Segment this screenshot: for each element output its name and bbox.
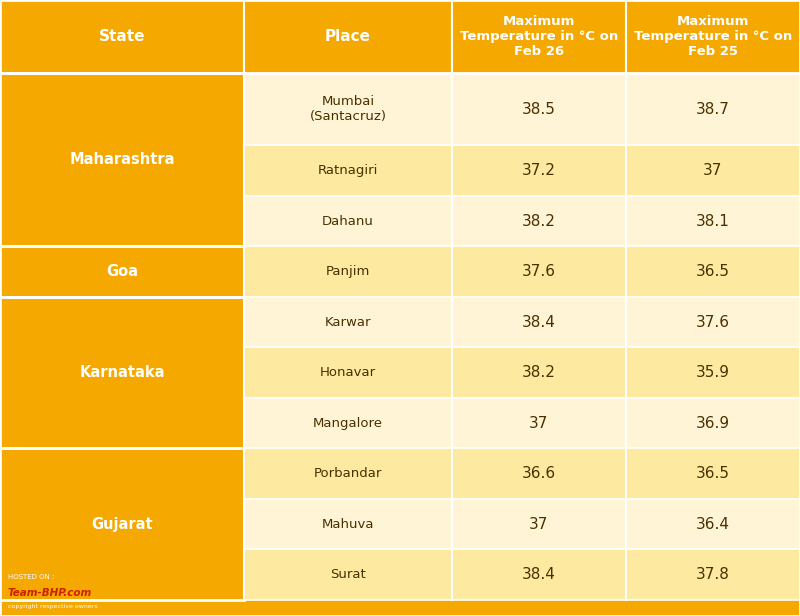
Bar (244, 246, 452, 297)
Text: 38.2: 38.2 (522, 365, 556, 380)
Text: Dahanu: Dahanu (322, 214, 374, 228)
Bar (0, 297, 244, 448)
Bar (244, 196, 452, 246)
Bar (626, 297, 800, 347)
Text: 38.1: 38.1 (696, 214, 730, 229)
Bar (244, 448, 452, 499)
Bar (452, 347, 626, 398)
Text: Panjim: Panjim (326, 265, 370, 278)
Text: Mangalore: Mangalore (313, 416, 383, 430)
Bar (626, 499, 800, 549)
Bar (452, 398, 626, 448)
Bar (452, 448, 626, 499)
Bar (244, 145, 452, 196)
Text: 35.9: 35.9 (696, 365, 730, 380)
Text: 37.6: 37.6 (522, 264, 556, 279)
Text: 36.5: 36.5 (696, 466, 730, 481)
Text: Karwar: Karwar (325, 315, 371, 329)
Text: 38.4: 38.4 (522, 315, 556, 330)
Bar (626, 347, 800, 398)
Bar (244, 347, 452, 398)
Text: 37.2: 37.2 (522, 163, 556, 178)
Text: 36.5: 36.5 (696, 264, 730, 279)
Text: Goa: Goa (106, 264, 138, 279)
Bar (244, 297, 452, 347)
Bar (452, 196, 626, 246)
Text: 38.5: 38.5 (522, 102, 556, 116)
Text: Maximum
Temperature in °C on
Feb 25: Maximum Temperature in °C on Feb 25 (634, 15, 792, 58)
Bar (626, 398, 800, 448)
Text: Surat: Surat (330, 568, 366, 582)
Text: 36.9: 36.9 (696, 416, 730, 431)
Text: 38.7: 38.7 (696, 102, 730, 116)
Text: Maximum
Temperature in °C on
Feb 26: Maximum Temperature in °C on Feb 26 (460, 15, 618, 58)
Text: Gujarat: Gujarat (91, 517, 153, 532)
Text: 38.4: 38.4 (522, 567, 556, 582)
Text: 37.6: 37.6 (696, 315, 730, 330)
Text: Maharashtra: Maharashtra (70, 152, 174, 167)
Text: Mumbai
(Santacruz): Mumbai (Santacruz) (310, 95, 386, 123)
Text: Ratnagiri: Ratnagiri (318, 164, 378, 177)
Bar (452, 73, 626, 145)
Bar (452, 246, 626, 297)
Text: Karnataka: Karnataka (79, 365, 165, 380)
Bar (626, 145, 800, 196)
Text: 37: 37 (529, 416, 549, 431)
Text: 38.2: 38.2 (522, 214, 556, 229)
Bar (244, 398, 452, 448)
Text: HOSTED ON :: HOSTED ON : (8, 574, 54, 580)
Bar (626, 73, 800, 145)
Bar (244, 549, 452, 600)
Bar (0, 73, 244, 246)
Bar (452, 297, 626, 347)
Text: 37: 37 (703, 163, 722, 178)
Text: 36.6: 36.6 (522, 466, 556, 481)
Text: State: State (98, 29, 146, 44)
Text: copyright respective owners: copyright respective owners (8, 604, 98, 609)
Bar (626, 246, 800, 297)
Text: Honavar: Honavar (320, 366, 376, 379)
Bar (452, 145, 626, 196)
Text: 37: 37 (529, 517, 549, 532)
Bar (0, 0, 800, 73)
Bar (244, 499, 452, 549)
Bar (452, 549, 626, 600)
Bar (0, 246, 244, 297)
Bar (626, 448, 800, 499)
Bar (626, 549, 800, 600)
Text: 36.4: 36.4 (696, 517, 730, 532)
Text: Porbandar: Porbandar (314, 467, 382, 480)
Bar (244, 73, 452, 145)
Text: Mahuva: Mahuva (322, 517, 374, 531)
Bar (0, 448, 244, 600)
Bar (452, 499, 626, 549)
Bar (626, 196, 800, 246)
Text: Place: Place (325, 29, 371, 44)
Text: Team-BHP.com: Team-BHP.com (8, 588, 92, 598)
Text: 37.8: 37.8 (696, 567, 730, 582)
